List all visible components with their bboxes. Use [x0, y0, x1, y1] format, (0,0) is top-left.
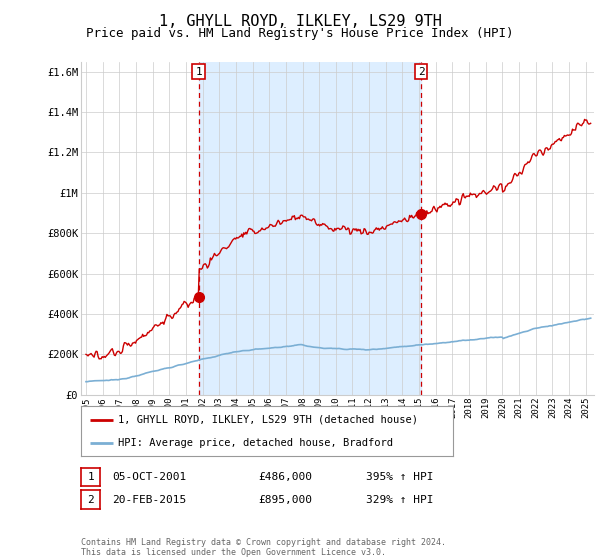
Text: Price paid vs. HM Land Registry's House Price Index (HPI): Price paid vs. HM Land Registry's House … — [86, 27, 514, 40]
Bar — [199, 62, 421, 395]
Text: 1: 1 — [87, 472, 94, 482]
Text: 1, GHYLL ROYD, ILKLEY, LS29 9TH (detached house): 1, GHYLL ROYD, ILKLEY, LS29 9TH (detache… — [118, 414, 418, 424]
Text: 20-FEB-2015: 20-FEB-2015 — [112, 494, 187, 505]
Text: 2: 2 — [418, 67, 425, 77]
Text: 2: 2 — [87, 494, 94, 505]
Text: 05-OCT-2001: 05-OCT-2001 — [112, 472, 187, 482]
Text: £486,000: £486,000 — [258, 472, 312, 482]
Text: 329% ↑ HPI: 329% ↑ HPI — [366, 494, 433, 505]
Text: Contains HM Land Registry data © Crown copyright and database right 2024.
This d: Contains HM Land Registry data © Crown c… — [81, 538, 446, 557]
Text: £895,000: £895,000 — [258, 494, 312, 505]
Text: HPI: Average price, detached house, Bradford: HPI: Average price, detached house, Brad… — [118, 438, 393, 448]
Text: 1, GHYLL ROYD, ILKLEY, LS29 9TH: 1, GHYLL ROYD, ILKLEY, LS29 9TH — [158, 14, 442, 29]
Text: 1: 1 — [195, 67, 202, 77]
Text: 395% ↑ HPI: 395% ↑ HPI — [366, 472, 433, 482]
